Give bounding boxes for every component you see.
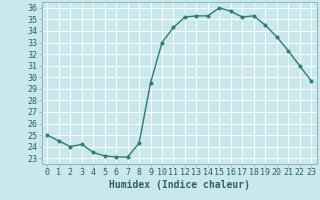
X-axis label: Humidex (Indice chaleur): Humidex (Indice chaleur) [109,180,250,190]
